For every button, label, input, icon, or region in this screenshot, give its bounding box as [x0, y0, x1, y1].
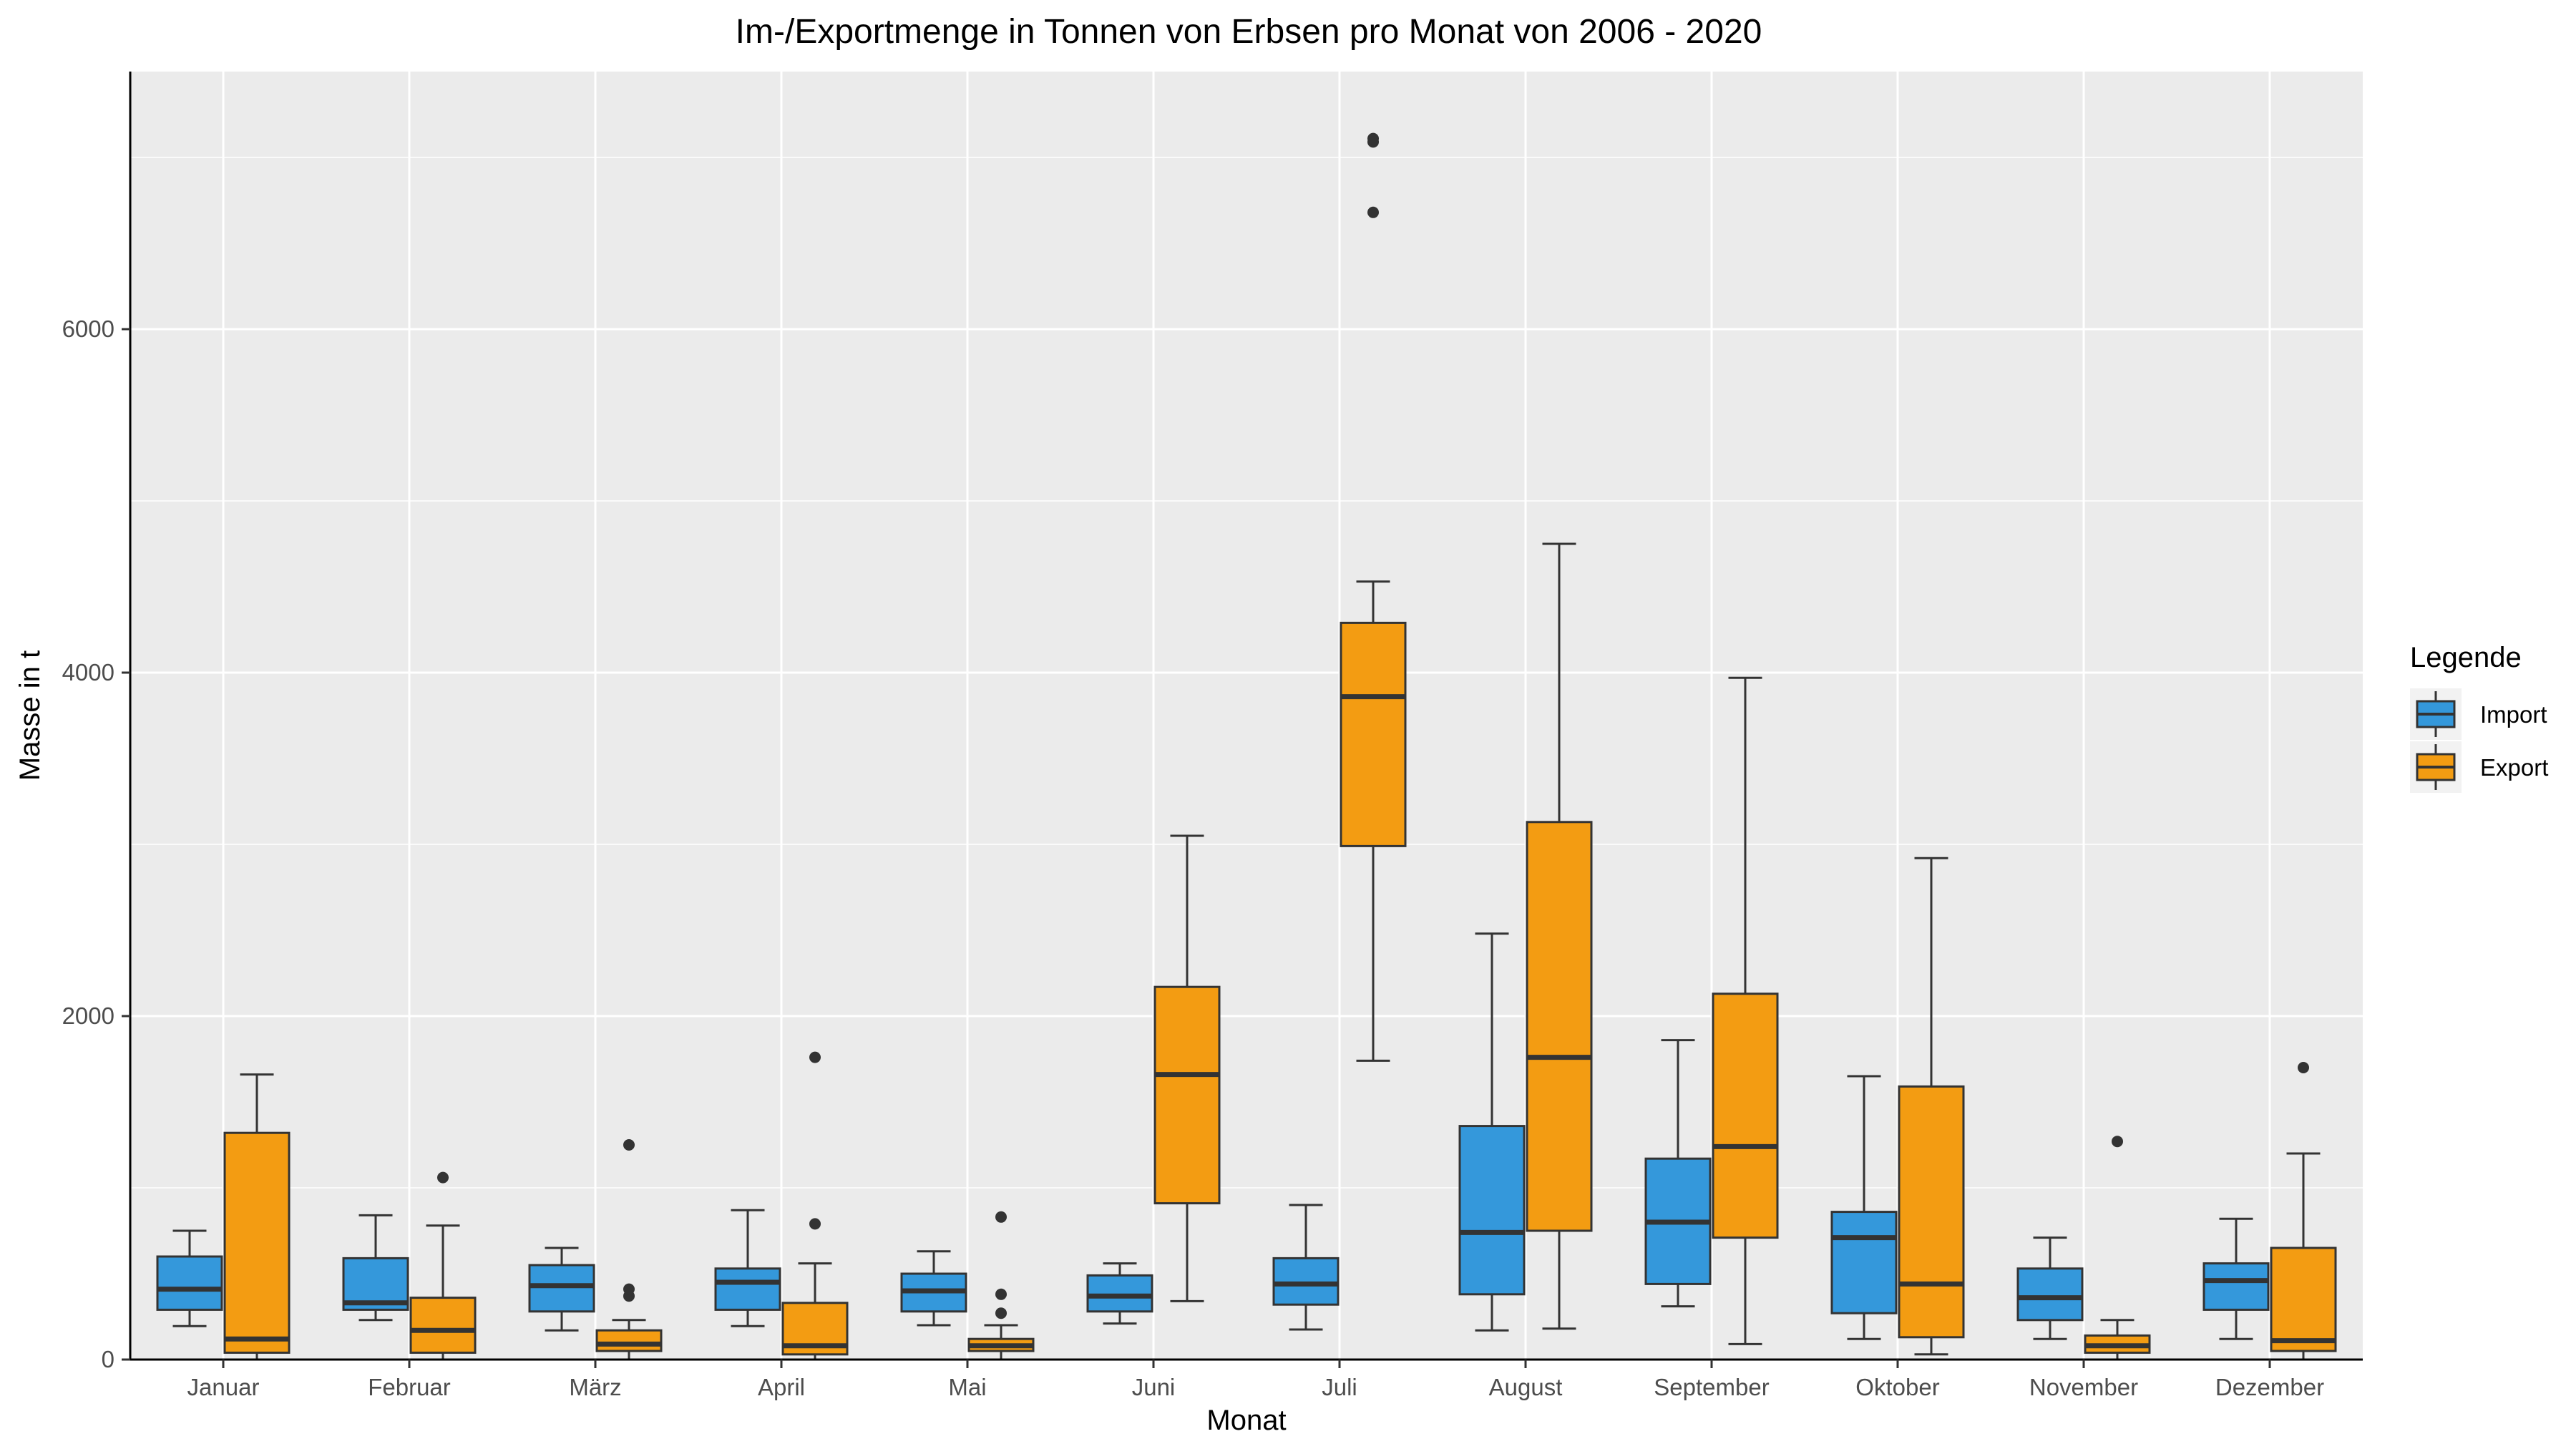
- x-tick-label: April: [758, 1374, 805, 1400]
- x-axis-title: Monat: [1206, 1405, 1286, 1436]
- x-tick-label: November: [2029, 1374, 2138, 1400]
- outlier-point: [1367, 206, 1379, 218]
- box-export-8: [1712, 676, 1779, 1345]
- box-import-2: [528, 1246, 595, 1332]
- y-tick-label: 2000: [62, 1002, 114, 1029]
- x-tick-label: Januar: [187, 1374, 260, 1400]
- grid-lines: [130, 72, 2363, 1361]
- outlier-point: [809, 1218, 821, 1230]
- box-iqr: [595, 1329, 663, 1352]
- box-export-9: [1898, 857, 1965, 1356]
- box-iqr: [1272, 1257, 1340, 1306]
- outlier-point: [1367, 132, 1379, 145]
- chart-title: Im-/Exportmenge in Tonnen von Erbsen pro…: [736, 13, 1762, 51]
- box-export-6: [1340, 132, 1407, 1062]
- outlier-point: [809, 1051, 821, 1063]
- x-tick-label: Februar: [368, 1374, 451, 1400]
- box-import-7: [1458, 932, 1526, 1332]
- x-tick-label: Juli: [1322, 1374, 1357, 1400]
- outlier-point: [623, 1139, 635, 1151]
- box-iqr: [2016, 1267, 2084, 1322]
- box-iqr: [1526, 821, 1593, 1232]
- box-import-6: [1272, 1204, 1340, 1331]
- y-axis-title: Masse in t: [14, 650, 46, 781]
- legend-item-import: Import: [2410, 688, 2547, 740]
- legend-label: Export: [2480, 754, 2548, 781]
- box-import-8: [1644, 1039, 1712, 1308]
- box-export-11: [2270, 1062, 2337, 1361]
- box-import-5: [1086, 1262, 1153, 1325]
- y-tick-label: 0: [102, 1346, 114, 1372]
- box-export-3: [781, 1051, 849, 1361]
- box-import-11: [2202, 1217, 2270, 1340]
- outlier-point: [437, 1171, 449, 1184]
- box-import-10: [2016, 1236, 2084, 1340]
- box-iqr: [1830, 1211, 1898, 1314]
- x-tick-label: August: [1489, 1374, 1563, 1400]
- box-import-9: [1830, 1075, 1898, 1340]
- outlier-point: [623, 1283, 635, 1295]
- outlier-point: [995, 1211, 1007, 1223]
- y-tick-label: 6000: [62, 316, 114, 342]
- box-iqr: [2270, 1246, 2337, 1352]
- legend: Legende Import Export: [2410, 642, 2548, 793]
- box-export-5: [1153, 834, 1221, 1302]
- box-iqr: [156, 1255, 223, 1311]
- outlier-point: [995, 1307, 1007, 1319]
- box-export-0: [223, 1073, 291, 1361]
- box-iqr: [528, 1264, 595, 1313]
- x-ticks: Januar Februar März April Mai Juni Juli August S…: [187, 1360, 2324, 1400]
- box-iqr: [714, 1267, 781, 1311]
- legend-title: Legende: [2410, 642, 2522, 673]
- box-export-7: [1526, 542, 1593, 1330]
- box-import-3: [714, 1209, 781, 1327]
- box-iqr: [1712, 992, 1779, 1239]
- box-iqr: [1153, 985, 1221, 1205]
- box-import-0: [156, 1229, 223, 1327]
- plot-panel: [130, 72, 2363, 1360]
- legend-item-export: Export: [2410, 741, 2548, 793]
- series-import: [156, 932, 2270, 1340]
- x-tick-label: Juni: [1132, 1374, 1176, 1400]
- box-import-1: [342, 1214, 409, 1322]
- box-iqr: [1086, 1274, 1153, 1313]
- box-iqr: [1458, 1125, 1526, 1296]
- y-ticks: 0 2000 4000 6000: [62, 316, 130, 1372]
- axes: [129, 72, 2363, 1361]
- outlier-point: [2112, 1136, 2123, 1148]
- box-iqr: [2202, 1262, 2270, 1311]
- x-tick-label: Mai: [948, 1374, 986, 1400]
- box-export-4: [967, 1211, 1035, 1361]
- box-export-2: [595, 1139, 663, 1361]
- box-iqr: [409, 1297, 477, 1354]
- box-export-1: [409, 1171, 477, 1361]
- series-export: [223, 132, 2337, 1361]
- box-import-4: [900, 1250, 967, 1327]
- box-iqr: [1340, 621, 1407, 847]
- legend-label: Import: [2480, 701, 2547, 728]
- box-iqr: [223, 1131, 291, 1354]
- x-tick-label: März: [569, 1374, 621, 1400]
- outlier-point: [995, 1288, 1007, 1300]
- x-tick-label: Dezember: [2215, 1374, 2324, 1400]
- box-iqr: [1898, 1085, 1965, 1339]
- y-tick-label: 4000: [62, 659, 114, 686]
- x-tick-label: Oktober: [1855, 1374, 1939, 1400]
- box-series: [156, 132, 2337, 1361]
- outlier-point: [2298, 1062, 2309, 1073]
- x-tick-label: September: [1654, 1374, 1769, 1400]
